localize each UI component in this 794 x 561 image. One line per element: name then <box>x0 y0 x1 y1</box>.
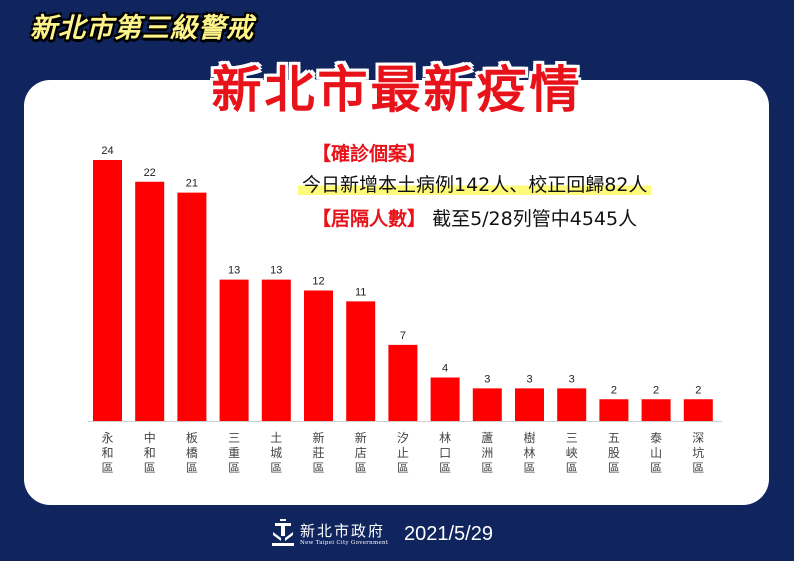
bar-value-label: 3 <box>484 373 490 385</box>
quarantine-info: 【居隔人數】 截至5/28列管中4545人 <box>312 204 637 231</box>
category-label-char: 汐 <box>397 430 409 445</box>
category-label-char: 店 <box>355 446 367 460</box>
category-label-char: 洲 <box>481 446 493 460</box>
category-label-char: 區 <box>650 461 662 475</box>
category-label-char: 區 <box>692 461 704 475</box>
bar-value-label: 4 <box>442 363 448 375</box>
bar-value-label: 2 <box>695 384 701 396</box>
today-new-cases-text: 今日新增本土病例142人、校正回歸82人 <box>298 170 652 197</box>
category-label-char: 區 <box>312 461 324 475</box>
category-label-char: 區 <box>566 461 578 475</box>
category-label-char: 泰 <box>650 431 662 445</box>
category-label-char: 區 <box>144 461 156 475</box>
category-label-char: 止 <box>397 446 409 460</box>
category-label-char: 橋 <box>186 446 198 460</box>
quarantine-label: 【居隔人數】 <box>312 208 427 230</box>
category-label-char: 深 <box>692 431 704 445</box>
bar-value-label: 7 <box>400 330 406 342</box>
category-label-char: 和 <box>101 446 113 460</box>
category-label-char: 板 <box>186 431 198 445</box>
category-label-char: 永 <box>101 431 113 445</box>
bar-value-label: 21 <box>186 178 198 190</box>
bar-6 <box>304 290 333 421</box>
category-label-char: 和 <box>144 446 156 460</box>
bar-value-label: 22 <box>144 167 156 179</box>
category-label-char: 三 <box>566 431 578 445</box>
category-label-char: 五 <box>608 431 620 445</box>
bar-13 <box>599 399 629 421</box>
bar-9 <box>430 377 460 421</box>
bar-2 <box>135 181 165 421</box>
bar-value-label: 12 <box>312 276 324 288</box>
gov-name-english: New Taipei City Government <box>300 540 389 546</box>
category-label-char: 林 <box>523 446 535 460</box>
category-label-char: 山 <box>650 446 662 460</box>
category-label-char: 城 <box>270 446 282 460</box>
category-label-char: 區 <box>397 461 409 475</box>
report-date: 2021/5/29 <box>404 523 493 545</box>
category-label-char: 峽 <box>566 446 578 460</box>
category-label-char: 區 <box>101 461 113 475</box>
category-label-char: 中 <box>144 430 156 445</box>
bar-5 <box>261 279 291 421</box>
category-label-char: 莊 <box>312 446 324 460</box>
bar-value-label: 13 <box>270 265 282 277</box>
category-label-char: 區 <box>439 461 451 475</box>
category-label-char: 區 <box>270 461 282 475</box>
bar-value-label: 3 <box>526 373 532 385</box>
category-label-char: 坑 <box>692 445 704 460</box>
bar-value-label: 11 <box>355 286 366 298</box>
bar-value-label: 2 <box>611 384 617 396</box>
category-label-char: 樹 <box>523 431 535 445</box>
bar-1 <box>93 160 122 421</box>
category-label-char: 區 <box>523 461 535 475</box>
category-label-char: 區 <box>355 461 367 475</box>
bar-11 <box>515 388 544 421</box>
category-label-char: 林 <box>439 431 451 445</box>
category-label-char: 三 <box>228 431 240 445</box>
category-label-char: 新 <box>312 430 324 445</box>
bar-12 <box>557 388 587 421</box>
bar-value-label: 13 <box>228 265 240 277</box>
category-label-char: 區 <box>228 461 240 475</box>
bar-7 <box>346 301 376 421</box>
new-taipei-logo-icon <box>272 519 294 546</box>
confirmed-cases-label: 【確診個案】 <box>312 143 427 165</box>
category-label-char: 區 <box>186 461 198 475</box>
quarantine-count-text: 截至5/28列管中4545人 <box>432 208 638 230</box>
bar-value-label: 2 <box>653 384 659 396</box>
category-label-char: 土 <box>270 431 282 445</box>
bar-value-label: 24 <box>101 145 113 157</box>
category-label-char: 重 <box>228 446 240 460</box>
category-label-char: 區 <box>608 461 620 475</box>
bar-10 <box>472 388 502 421</box>
bar-8 <box>388 344 418 421</box>
bar-3 <box>177 192 207 421</box>
category-label-char: 口 <box>439 446 451 460</box>
category-label-char: 股 <box>608 446 620 460</box>
category-label-char: 區 <box>481 461 493 475</box>
category-label-char: 蘆 <box>481 431 493 445</box>
bar-value-label: 3 <box>569 373 575 385</box>
alert-level-title: 新北市第三級警戒 <box>30 13 254 44</box>
bar-14 <box>641 399 671 421</box>
main-title: 新北市最新疫情 <box>211 61 583 119</box>
category-label-char: 新 <box>355 430 367 445</box>
bar-15 <box>683 399 713 421</box>
bar-4 <box>219 279 249 421</box>
gov-name: 新北市政府 <box>300 522 386 540</box>
